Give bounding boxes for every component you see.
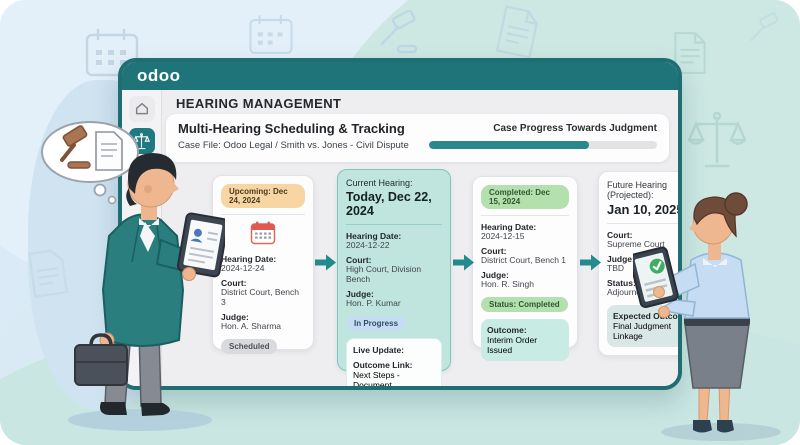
outcome-note: Outcome: Interim Order Issued	[481, 318, 569, 361]
scales-icon	[688, 111, 746, 168]
field-label: Hearing Date:	[481, 222, 537, 232]
field-label: Judge:	[346, 288, 374, 299]
status-badge: In Progress	[346, 315, 407, 331]
calendar-icon	[249, 15, 293, 54]
lawyer-woman-illustration	[633, 192, 781, 441]
tablet-device	[176, 212, 225, 278]
gavel-icon	[60, 125, 91, 169]
calendar-icon	[250, 221, 276, 245]
upcoming-badge: Upcoming: Dec 24, 2024	[221, 184, 305, 208]
sidebar-item-home[interactable]	[128, 96, 155, 122]
note-text: Final Judgment Linkage	[613, 320, 672, 341]
field-value: District Court, Bench 3	[221, 287, 299, 307]
progress-bar	[429, 141, 657, 149]
field-label: Hearing Date:	[221, 254, 277, 264]
future-hearing-label: Future Hearing (Projected):	[607, 180, 668, 200]
note-label: Outcome Link:	[353, 359, 413, 370]
note-label: Expected Outcome:	[613, 310, 678, 321]
status-badge: Scheduled	[221, 338, 278, 354]
briefcase	[74, 333, 128, 386]
gavel-icon	[750, 12, 779, 41]
field-label: Court:	[481, 245, 507, 256]
window-titlebar: odoo	[122, 62, 678, 90]
status-badge: Status: Completed	[481, 296, 568, 312]
lawyer-man-illustration	[68, 153, 225, 431]
home-icon	[135, 102, 148, 115]
hearing-card-upcoming[interactable]: Upcoming: Dec 24, 2024 Hearing Date: 202…	[212, 175, 314, 354]
current-hearing-date: Today, Dec 22, 2024	[346, 190, 432, 218]
progress-fill	[429, 141, 589, 149]
case-subheader: Multi-Hearing Scheduling & Tracking Case…	[166, 114, 669, 162]
flow-arrow-icon	[453, 254, 474, 271]
field-value: 2024-12-15	[481, 231, 525, 242]
field-value: High Court, Division Bench	[346, 264, 422, 284]
tablet-device	[633, 246, 679, 309]
main-area: HEARING MANAGEMENT Multi-Hearing Schedul…	[162, 90, 678, 386]
field-value: 2024-12-22	[346, 240, 390, 251]
completed-badge: Completed: Dec 15, 2024	[481, 185, 569, 209]
calendar-icon	[85, 29, 139, 77]
progress-label: Case Progress Towards Judgment	[493, 123, 657, 134]
field-value: Hon. A. Sharma	[221, 320, 282, 331]
note-label: Outcome:	[487, 324, 527, 335]
note-text: Next Steps - Document Submission	[353, 369, 400, 390]
note-title: Live Update:	[353, 344, 405, 355]
odoo-logo: odoo	[137, 66, 181, 85]
live-update-note[interactable]: Live Update: Outcome Link: Next Steps - …	[346, 337, 442, 390]
field-value: Hon. P. Kumar	[346, 297, 401, 308]
field-label: Judge:	[221, 311, 249, 322]
document-icon	[95, 131, 123, 171]
field-value: Supreme Court	[607, 239, 665, 250]
app-window: odoo	[118, 58, 682, 390]
gavel-icon	[380, 10, 418, 54]
current-hearing-label: Current Hearing:	[346, 178, 413, 188]
field-value: TBD	[607, 263, 624, 274]
case-file-label: Case File: Odoo Legal / Smith vs. Jones …	[178, 140, 409, 151]
hearing-card-current[interactable]: Current Hearing: Today, Dec 22, 2024 Hea…	[337, 169, 451, 386]
case-subheader-left: Multi-Hearing Scheduling & Tracking Case…	[178, 121, 409, 156]
field-label: Hearing Date:	[346, 231, 402, 241]
subheader-title: Multi-Hearing Scheduling & Tracking	[178, 121, 405, 136]
document-icon	[495, 5, 538, 59]
document-icon	[27, 249, 69, 298]
flow-arrow-icon	[315, 254, 336, 271]
field-label: Court:	[607, 230, 633, 240]
field-label: Judge:	[481, 269, 509, 280]
thought-bubble	[41, 121, 139, 205]
field-value: 2024-12-24	[221, 263, 265, 274]
case-progress: Case Progress Towards Judgment	[429, 121, 657, 156]
field-label: Court:	[221, 277, 247, 288]
field-label: Status:	[607, 277, 636, 288]
future-hearing-date: Jan 10, 2025	[607, 202, 682, 217]
field-label: Judge:	[607, 253, 635, 264]
field-value: District Court, Bench 1	[481, 255, 567, 266]
field-label: Court:	[346, 254, 372, 265]
flow-arrow-icon	[580, 254, 601, 271]
page-title: HEARING MANAGEMENT	[176, 96, 342, 111]
note-text: Interim Order Issued	[487, 334, 538, 355]
field-value: Hon. R. Singh	[481, 279, 534, 290]
hearing-card-completed[interactable]: Completed: Dec 15, 2024 Hearing Date: 20…	[472, 176, 578, 361]
